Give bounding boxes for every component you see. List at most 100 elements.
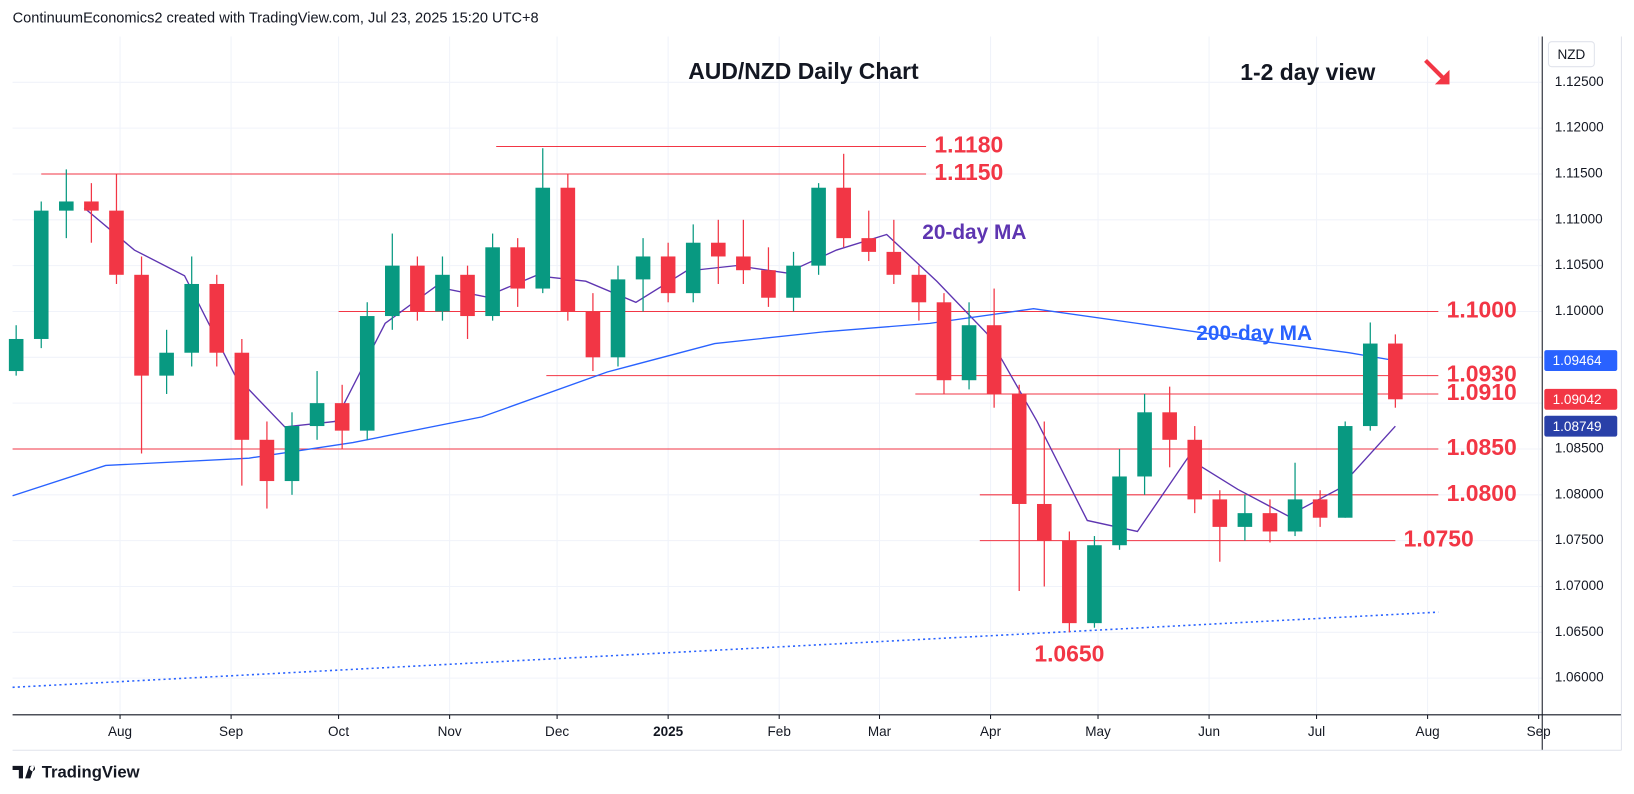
y-tick-label: 1.12000 bbox=[1555, 120, 1604, 135]
candle-body bbox=[1062, 540, 1077, 624]
level-label: 1.0750 bbox=[1404, 526, 1474, 552]
y-tick-label: 1.06000 bbox=[1555, 670, 1604, 685]
y-tick-label: 1.08500 bbox=[1555, 441, 1604, 456]
x-tick-label: Feb bbox=[768, 724, 791, 739]
level-label: 1.0930 bbox=[1447, 361, 1517, 387]
level-label: 1.0800 bbox=[1447, 480, 1517, 506]
header: ContinuumEconomics2 created with Trading… bbox=[13, 11, 539, 27]
candle-body bbox=[385, 265, 400, 317]
x-tick-label: Aug bbox=[108, 724, 132, 739]
candle-body bbox=[711, 242, 726, 257]
candle-body bbox=[1011, 393, 1027, 504]
candle-body bbox=[359, 316, 375, 431]
candle-body bbox=[1337, 426, 1353, 518]
price-tag-label: 1.08749 bbox=[1553, 419, 1602, 434]
candle-body bbox=[610, 279, 626, 358]
candle-body bbox=[1212, 499, 1228, 527]
candle-body bbox=[1388, 343, 1403, 400]
x-tick-label: Dec bbox=[545, 724, 569, 739]
candle-body bbox=[510, 247, 525, 289]
candle-body bbox=[1362, 343, 1378, 427]
y-tick-label: 1.07500 bbox=[1555, 532, 1604, 547]
candle-body bbox=[761, 270, 776, 298]
y-tick-label: 1.07000 bbox=[1555, 578, 1604, 593]
low-annotation: 1.0650 bbox=[1034, 640, 1104, 666]
candle-body bbox=[936, 302, 952, 381]
y-tick-label: 1.11500 bbox=[1555, 166, 1603, 181]
candle-body bbox=[786, 265, 801, 298]
candle-body bbox=[184, 283, 199, 353]
lines: 20-day MA 200-day MA bbox=[12, 207, 1439, 689]
y-tick-label: 1.10500 bbox=[1555, 257, 1604, 272]
candle-body bbox=[1036, 503, 1052, 541]
level-label: 1.1000 bbox=[1447, 297, 1517, 323]
candle-body bbox=[535, 187, 551, 289]
x-tick-label: Jun bbox=[1198, 724, 1220, 739]
chart-title: AUD/NZD Daily Chart bbox=[688, 58, 919, 84]
candle-body bbox=[33, 210, 49, 339]
logo-icon bbox=[12, 765, 36, 779]
candle-body bbox=[1137, 412, 1152, 477]
candle-body bbox=[986, 325, 1002, 394]
candle-body bbox=[585, 311, 601, 358]
trendline bbox=[12, 611, 1439, 689]
candle-body bbox=[309, 403, 325, 427]
x-tick-label: Oct bbox=[328, 724, 349, 739]
candle-body bbox=[1087, 545, 1102, 624]
candle-body bbox=[485, 247, 500, 317]
candle-body bbox=[259, 439, 275, 482]
candle-body bbox=[334, 403, 350, 431]
price-tag bbox=[1544, 388, 1618, 410]
candle-body bbox=[635, 256, 651, 280]
footer-logo bbox=[12, 765, 36, 779]
candle-body bbox=[234, 352, 250, 440]
series-label: 20-day MA bbox=[922, 221, 1026, 244]
candle-body bbox=[1187, 439, 1203, 500]
y-tick-label: 1.11000 bbox=[1555, 211, 1603, 226]
candle-body bbox=[159, 352, 174, 376]
candle-body bbox=[861, 238, 877, 252]
candle-body bbox=[410, 265, 425, 312]
candle-body bbox=[685, 242, 701, 294]
x-tick-label: Sep bbox=[219, 724, 243, 739]
level-label: 1.1150 bbox=[934, 159, 1003, 185]
unit-box bbox=[1547, 41, 1595, 68]
candle-body bbox=[1162, 412, 1177, 440]
candle-body bbox=[1112, 476, 1127, 546]
x-tick-label: 2025 bbox=[653, 724, 684, 739]
candle-body bbox=[8, 338, 24, 372]
price-tag-label: 1.09042 bbox=[1553, 392, 1602, 407]
price-tag-label: 1.09464 bbox=[1553, 353, 1602, 368]
x-tick-label: Apr bbox=[980, 724, 1002, 739]
x-tick-label: May bbox=[1085, 724, 1111, 739]
candle-body bbox=[811, 187, 826, 266]
price-tag bbox=[1544, 415, 1618, 437]
x-tick-label: Aug bbox=[1416, 724, 1440, 739]
y-tick-label: 1.10000 bbox=[1555, 303, 1604, 318]
candle-body bbox=[435, 274, 450, 312]
candle-body bbox=[84, 201, 99, 211]
y-tick-label: 1.08000 bbox=[1555, 486, 1604, 501]
price-tag bbox=[1544, 350, 1618, 372]
subtitle: 1-2 day view bbox=[1240, 59, 1375, 85]
level-label: 1.0850 bbox=[1447, 434, 1517, 460]
series-label: 200-day MA bbox=[1196, 322, 1312, 345]
candle-body bbox=[736, 256, 751, 271]
y-tick-label: 1.06500 bbox=[1555, 624, 1604, 639]
x-tick-label: Jul bbox=[1308, 724, 1325, 739]
candle-body bbox=[1237, 513, 1253, 527]
candle-body bbox=[1312, 499, 1328, 518]
candle-body bbox=[109, 210, 124, 275]
x-tick-label: Sep bbox=[1527, 724, 1551, 739]
x-tick-label: Mar bbox=[868, 724, 892, 739]
candle-body bbox=[460, 274, 475, 317]
level-label: 1.0910 bbox=[1447, 379, 1517, 405]
candle-body bbox=[836, 187, 851, 239]
candle-body bbox=[134, 274, 149, 376]
unit-label: NZD bbox=[1557, 47, 1585, 62]
candle-body bbox=[284, 426, 300, 482]
y-tick-label: 1.12500 bbox=[1555, 74, 1604, 89]
